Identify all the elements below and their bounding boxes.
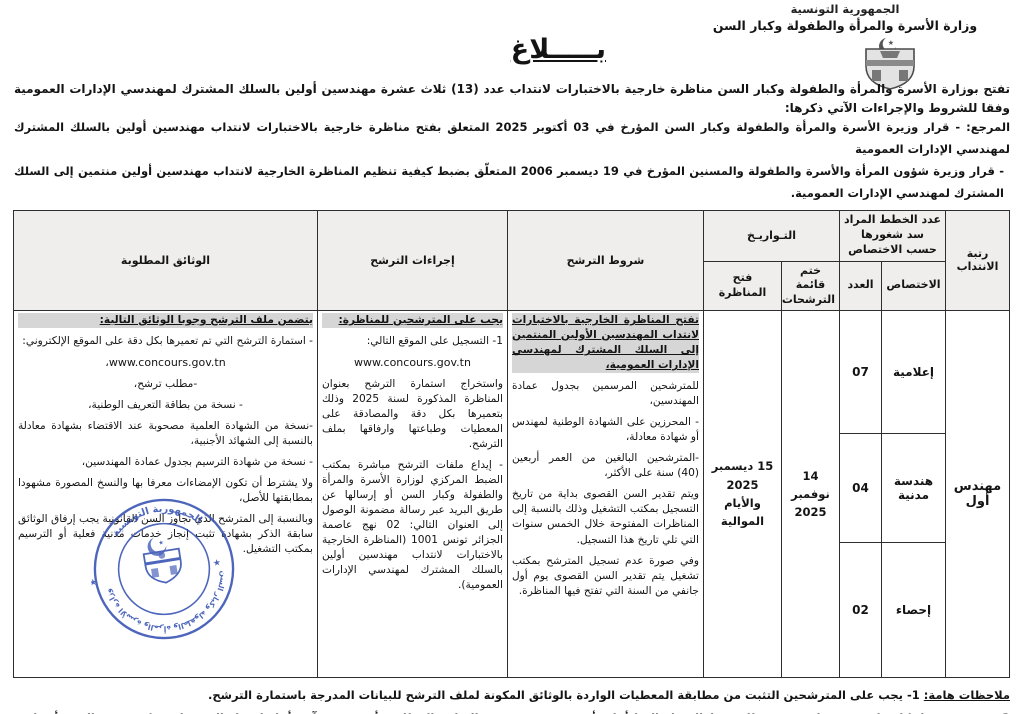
col-header-documents: الوثائق المطلوبة <box>12 209 318 312</box>
procedure-item: واستخراج استمارة الترشح بعنوان المناظرة … <box>321 377 503 450</box>
government-header: الجمهورية التونسية وزارة الأسرة والمرأة … <box>680 2 1010 95</box>
documents-cell: يتضمن ملف الترشح وجوبا الوثائق التالية: … <box>12 310 318 679</box>
reference-label: المرجع: <box>966 120 1011 135</box>
table-row: هندسة مدنية 04 <box>13 433 1009 544</box>
ministry-title: وزارة الأسرة والمرأة والطفولة وكبار السن <box>712 18 978 33</box>
procedures-heading: يجب على المترشحين للمناظرة: <box>321 313 503 329</box>
col-header-opening: فتح المناظرة <box>702 260 782 312</box>
col-header-dates-group: التـواريـخ <box>702 209 840 262</box>
svg-text:★: ★ <box>158 539 164 547</box>
stamp-top-text: الجمهورية التونسية <box>107 497 205 540</box>
condition-item: وفي صورة عدم تسجيل المترشح بمكتب تشغيل ي… <box>511 554 699 597</box>
condition-item: ويتم تقدير السن القصوى بداية من تاريخ ال… <box>511 488 699 546</box>
documents-heading: يتضمن ملف الترشح وجوبا الوثائق التالية: <box>17 313 313 329</box>
procedure-item: - إيداع ملفات الترشح مباشرة بمكتب الضبط … <box>321 458 503 592</box>
reference-item-1: - قرار وزيرة الأسرة والمرأة والطفولة وكب… <box>14 120 1010 157</box>
registration-website: www.concours.gov.tn <box>354 356 471 370</box>
republic-title: الجمهورية التونسية <box>790 2 900 16</box>
intro-paragraph: تفتح بوزارة الأسرة والمرأة والطفولة وكبا… <box>14 82 1011 115</box>
specialty-cell: هندسة مدنية <box>881 433 946 544</box>
specialty-cell: إحصاء <box>881 542 946 679</box>
condition-item: -المترشحين البالغين من العمر أربعين (40)… <box>511 452 699 480</box>
note-1-text: 1- يجب على المترشحين التثبت من مطابقة ال… <box>208 688 920 703</box>
col-header-rank: رتبة الانتداب <box>945 209 1010 312</box>
condition-item: - المحرزين على الشهادة الوطنية لمهندس أو… <box>511 416 699 444</box>
svg-text:الجمهورية التونسية: الجمهورية التونسية <box>107 497 205 540</box>
note-2: 2- يرفض وجوبا: كل ملف ترشح لا يستجيب للش… <box>14 708 1010 714</box>
col-header-procedures: إجراءات الترشح <box>316 209 508 312</box>
procedures-cell: يجب على المترشحين للمناظرة: 1- التسجيل ع… <box>316 310 508 679</box>
document-item: - استمارة الترشح التي تم تعميرها بكل دقة… <box>22 335 313 348</box>
announcement-title: بـــــلاغ <box>510 34 606 65</box>
opening-date-cell: 15 ديسمبر 2025 والأيام الموالية <box>702 310 782 679</box>
col-header-count: العدد <box>838 260 883 312</box>
specialty-cell: إعلامية <box>881 310 946 435</box>
stamp-crest-icon: ★ <box>142 537 182 584</box>
reference-line-2: - قرار وزيرة شؤون المرأة والأسرة والطفول… <box>14 161 1010 205</box>
conditions-heading: تفتح المناظرة الخارجية بالاختبارات لانتد… <box>511 313 699 374</box>
count-cell: 02 <box>838 542 883 679</box>
conditions-cell: تفتح المناظرة الخارجية بالاختبارات لانتد… <box>506 310 704 679</box>
procedure-step: 1- التسجيل على الموقع التالي: <box>366 335 503 348</box>
svg-text:★: ★ <box>888 39 894 47</box>
stamp-star-icon: ★ <box>212 558 221 569</box>
note-1: ملاحظات هامة: 1- يجب على المترشحين التثب… <box>14 685 1010 706</box>
col-header-specialty: الاختصاص <box>881 260 946 312</box>
recruitment-table: رتبة الانتداب عدد الخطط المراد سد شغورها… <box>12 209 1010 679</box>
table-row: إحصاء 02 <box>13 542 1009 679</box>
reference-line-1: المرجع: - قرار وزيرة الأسرة والمرأة والط… <box>14 117 1010 161</box>
stamp-star-icon: ★ <box>89 578 98 589</box>
col-header-positions-group: عدد الخطط المراد سد شغورها حسب الاختصاص <box>838 209 947 262</box>
footer-notes: ملاحظات هامة: 1- يجب على المترشحين التثب… <box>14 685 1010 714</box>
rank-value-cell: مهندس أول <box>945 310 1010 679</box>
document-item: -مطلب ترشح، <box>133 377 198 390</box>
document-item: ولا يشترط أن تكون الإمضاءات معرفا بها وا… <box>17 476 313 504</box>
count-cell: 04 <box>838 433 883 544</box>
table-row: مهندس أول إعلامية 07 14 نوفمبر 2025 15 د… <box>12 310 1010 679</box>
tunisia-coat-of-arms-icon: ★ <box>725 35 1024 95</box>
notes-label: ملاحظات هامة: <box>923 688 1010 703</box>
document-item: - نسخة من بطاقة التعريف الوطنية، <box>88 398 243 411</box>
reference-item-2: - قرار وزيرة شؤون المرأة والأسرة والطفول… <box>14 163 1004 200</box>
document-body: تفتح بوزارة الأسرة والمرأة والطفولة وكبا… <box>12 80 1011 714</box>
document-item: -نسخة من الشهادة العلمية مصحوبة عند الاق… <box>17 419 313 447</box>
document-item: - نسخة من شهادة الترسيم بجدول عمادة المه… <box>81 455 313 468</box>
count-cell: 07 <box>838 310 883 435</box>
document-item: وبالنسبة إلى المترشح الذي تجاوز السن الق… <box>17 512 313 556</box>
documents-website: www.concours.gov.tn، <box>105 356 226 370</box>
note-2-text: كل ملف ترشح لا يستجيب للشروط المشار إليه… <box>14 711 1010 714</box>
ministry-stamp: الجمهورية التونسية وزارة الأسرة والمرأة … <box>89 497 237 643</box>
condition-item: للمترشحين المرسمين بجدول عمادة المهندسين… <box>511 380 699 408</box>
col-header-conditions: شروط الترشح <box>506 209 704 312</box>
closing-date-cell: 14 نوفمبر 2025 <box>780 310 840 679</box>
note-2-label: 2- يرفض وجوبا: <box>916 711 1010 714</box>
col-header-closing: ختم قائمة الترشحات <box>780 260 840 312</box>
